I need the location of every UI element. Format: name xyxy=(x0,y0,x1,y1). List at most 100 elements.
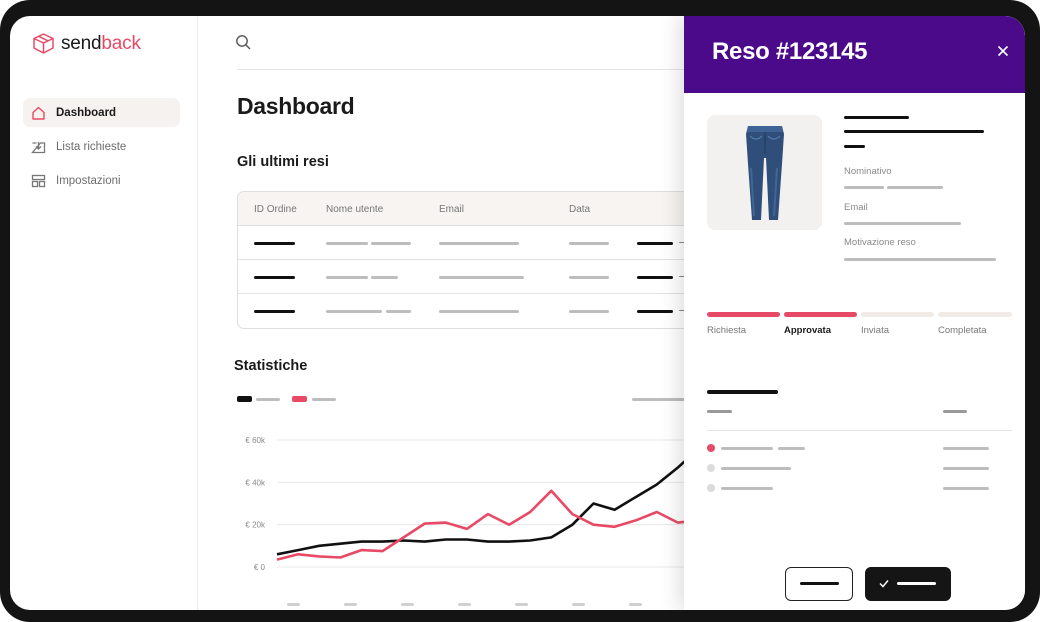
arrow-right-icon[interactable]: → xyxy=(677,303,688,315)
field-label-email: Email xyxy=(844,202,868,213)
product-name-placeholder xyxy=(844,130,984,133)
sidebar-item-lista-richieste[interactable]: Lista richieste xyxy=(23,132,180,161)
username-placeholder xyxy=(326,242,368,245)
step-bar-inviata xyxy=(861,312,934,317)
history-event-placeholder xyxy=(721,467,791,470)
table-row[interactable]: → xyxy=(238,260,706,294)
arrow-right-icon[interactable]: → xyxy=(677,235,688,247)
field-label-reason: Motivazione reso xyxy=(844,237,916,248)
table-header: ID Ordine Nome utente Email Data xyxy=(238,192,706,226)
date-placeholder xyxy=(569,242,609,245)
action-placeholder xyxy=(637,276,673,279)
email-value-placeholder xyxy=(844,222,961,225)
history-event-placeholder xyxy=(778,447,805,450)
statistics-chart: € 0 € 20k € 40k € 60k xyxy=(245,436,699,606)
button-label-placeholder xyxy=(897,582,936,585)
button-label-placeholder xyxy=(800,582,839,585)
x-tick-placeholder xyxy=(572,603,585,606)
sidebar-item-label: Dashboard xyxy=(56,106,117,119)
history-event-placeholder xyxy=(721,447,773,450)
step-bar-richiesta xyxy=(707,312,780,317)
box-logo-icon xyxy=(33,33,54,54)
settings-icon xyxy=(31,174,46,187)
product-image xyxy=(707,115,822,230)
sidebar: sendback Dashboard Lista richieste Impos… xyxy=(10,16,198,610)
email-placeholder xyxy=(439,310,519,313)
table-row[interactable]: → xyxy=(238,294,706,328)
history-date-placeholder xyxy=(943,447,989,450)
history-dot xyxy=(707,464,715,472)
history-divider xyxy=(707,430,1012,431)
inbox-icon xyxy=(31,141,46,153)
order-id-placeholder xyxy=(254,310,295,313)
column-header-username: Nome utente xyxy=(326,204,384,215)
recent-returns-table: ID Ordine Nome utente Email Data → xyxy=(237,191,707,329)
series-line-red xyxy=(276,489,699,561)
secondary-button[interactable] xyxy=(785,567,853,601)
step-label-richiesta: Richiesta xyxy=(707,325,747,336)
legend-swatch-red xyxy=(292,396,307,402)
app-screen: sendback Dashboard Lista richieste Impos… xyxy=(10,16,1025,610)
brand-logo[interactable]: sendback xyxy=(31,32,141,55)
panel-header: Reso #123145 xyxy=(684,16,1025,93)
step-label-completata: Completata xyxy=(938,325,987,336)
name-value-placeholder xyxy=(844,186,884,189)
y-tick-label: € 40k xyxy=(245,478,266,487)
history-dot xyxy=(707,484,715,492)
return-detail-panel: Reso #123145 Nominativo Email Mo xyxy=(684,16,1025,610)
close-icon[interactable] xyxy=(995,43,1011,59)
x-tick-placeholder xyxy=(458,603,471,606)
username-placeholder xyxy=(326,310,382,313)
series-line-black xyxy=(276,447,699,556)
username-placeholder xyxy=(371,242,411,245)
order-id-placeholder xyxy=(254,242,295,245)
history-date-placeholder xyxy=(943,487,989,490)
name-value-placeholder xyxy=(887,186,943,189)
x-tick-placeholder xyxy=(344,603,357,606)
history-column-placeholder xyxy=(943,410,967,413)
legend-label-placeholder xyxy=(256,398,280,401)
action-placeholder xyxy=(637,310,673,313)
statistics-title: Statistiche xyxy=(234,358,308,374)
main-content: Dashboard Gli ultimi resi ID Ordine Nome… xyxy=(199,16,707,610)
order-id-placeholder xyxy=(254,276,295,279)
legend-label-placeholder xyxy=(312,398,336,401)
history-title-placeholder xyxy=(707,390,778,394)
username-placeholder xyxy=(386,310,411,313)
sidebar-nav: Dashboard Lista richieste Impostazioni xyxy=(23,98,180,200)
date-placeholder xyxy=(569,276,609,279)
panel-title: Reso #123145 xyxy=(712,38,868,65)
history-event-placeholder xyxy=(721,487,773,490)
chart-filter-placeholder[interactable] xyxy=(632,398,692,401)
brand-name: sendback xyxy=(61,33,141,55)
brand-name-part1: send xyxy=(61,32,102,54)
brand-name-part2: back xyxy=(101,32,141,54)
confirm-button[interactable] xyxy=(865,567,951,601)
step-bar-completata xyxy=(938,312,1012,317)
history-column-placeholder xyxy=(707,410,732,413)
check-icon xyxy=(879,580,889,588)
home-icon xyxy=(32,106,45,120)
x-tick-placeholder xyxy=(515,603,528,606)
x-tick-placeholder xyxy=(629,603,642,606)
sidebar-item-dashboard[interactable]: Dashboard xyxy=(23,98,180,127)
y-tick-label: € 60k xyxy=(245,436,266,445)
page-title: Dashboard xyxy=(237,93,355,119)
table-row[interactable]: → xyxy=(238,226,706,260)
search-icon[interactable] xyxy=(235,34,252,51)
legend-swatch-black xyxy=(237,396,252,402)
history-dot-active xyxy=(707,444,715,452)
field-label-name: Nominativo xyxy=(844,166,892,177)
y-tick-label: € 0 xyxy=(254,563,266,572)
arrow-right-icon[interactable]: → xyxy=(677,269,688,281)
jeans-image xyxy=(745,125,784,220)
history-date-placeholder xyxy=(943,467,989,470)
date-placeholder xyxy=(569,310,609,313)
step-label-approvata: Approvata xyxy=(784,325,831,336)
email-placeholder xyxy=(439,276,524,279)
sidebar-item-impostazioni[interactable]: Impostazioni xyxy=(23,166,180,195)
reason-value-placeholder xyxy=(844,258,996,261)
y-tick-label: € 20k xyxy=(245,521,266,530)
header-divider xyxy=(237,69,707,70)
